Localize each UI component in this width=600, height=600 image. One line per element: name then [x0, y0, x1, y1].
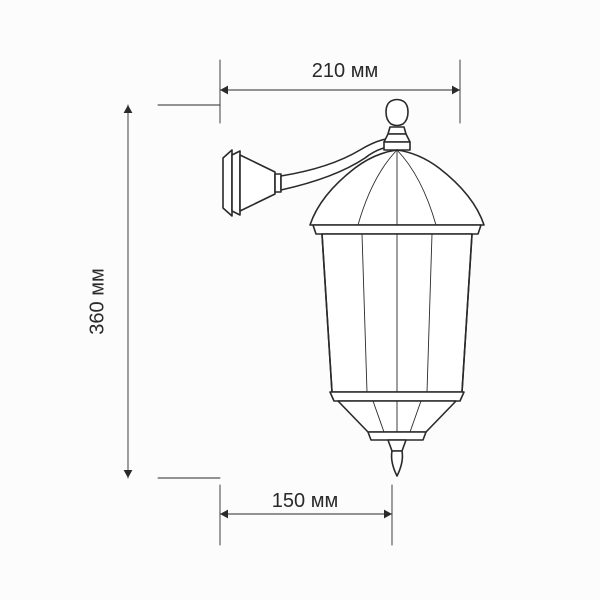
dim-bottom-label: 150 мм [260, 490, 350, 513]
diagram-stage: 360 мм 210 мм 150 мм [0, 0, 600, 600]
dim-top-label: 210 мм [300, 60, 390, 83]
dim-height-label: 360 мм [87, 262, 110, 342]
